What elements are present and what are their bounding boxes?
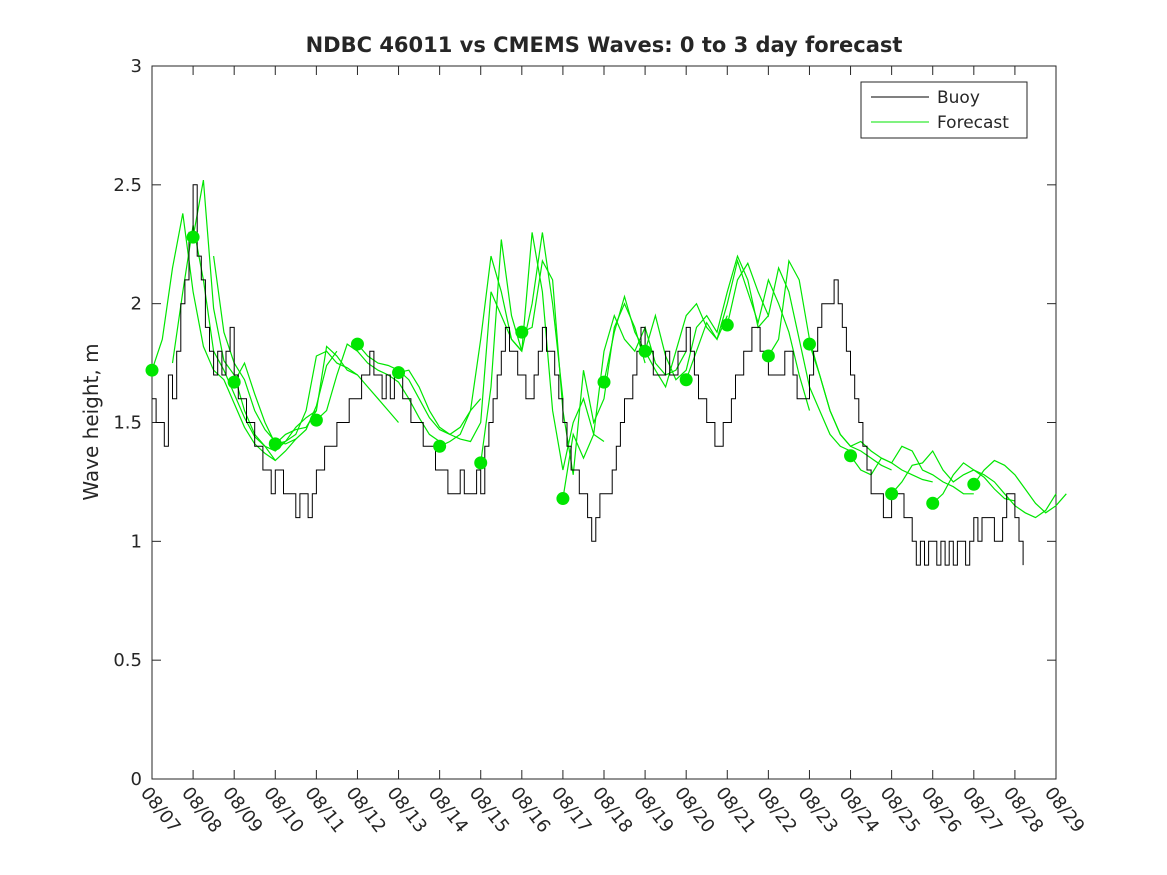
buoy-line — [152, 184, 1024, 566]
forecast-line-20 — [891, 449, 1016, 502]
forecast-markers — [145, 230, 981, 510]
forecast-line-5 — [274, 345, 399, 445]
forecast-line-8 — [398, 291, 523, 443]
y-tick-label: 1 — [131, 531, 142, 552]
forecast-line-10 — [480, 232, 605, 471]
forecast-marker-8 — [474, 456, 488, 470]
y-tick-label: 1.5 — [113, 413, 142, 434]
forecast-marker-10 — [556, 492, 570, 506]
y-tick-label: 2 — [131, 294, 142, 315]
forecast-marker-16 — [802, 337, 816, 351]
forecast-marker-20 — [967, 477, 981, 491]
forecast-line-13 — [603, 294, 728, 389]
forecast-marker-13 — [679, 373, 693, 387]
forecast-marker-3 — [268, 437, 282, 451]
legend: Buoy Forecast — [860, 81, 1028, 139]
forecast-marker-0 — [145, 363, 159, 377]
forecast-line-4 — [233, 350, 358, 445]
forecast-marker-5 — [350, 337, 364, 351]
y-tick-label: 2.5 — [113, 175, 142, 196]
plot-area — [151, 65, 1057, 780]
forecast-marker-7 — [433, 439, 447, 453]
forecast-marker-12 — [638, 344, 652, 358]
forecast-marker-14 — [720, 318, 734, 332]
forecast-line-21 — [932, 462, 1057, 519]
forecast-marker-11 — [597, 375, 611, 389]
legend-buoy-label: Buoy — [937, 88, 980, 108]
chart-title: NDBC 46011 vs CMEMS Waves: 0 to 3 day fo… — [306, 33, 903, 57]
legend-box — [860, 81, 1028, 139]
y-tick-label: 0.5 — [113, 650, 142, 671]
forecast-line-9 — [439, 232, 564, 447]
forecast-marker-4 — [309, 413, 323, 427]
forecast-marker-6 — [392, 366, 406, 380]
legend-forecast-label: Forecast — [937, 113, 1009, 133]
forecast-line-16 — [726, 261, 851, 452]
forecast-line-11 — [521, 259, 646, 475]
forecast-marker-18 — [885, 487, 899, 501]
forecast-marker-19 — [926, 496, 940, 510]
forecast-line-18 — [808, 343, 933, 483]
forecast-line-7 — [357, 343, 482, 436]
forecast-marker-1 — [186, 230, 200, 244]
forecast-marker-2 — [227, 375, 241, 389]
forecast-line-22 — [973, 459, 1067, 514]
y-axis-label: Wave height, m — [79, 343, 103, 500]
forecast-line-6 — [315, 343, 440, 442]
forecast-marker-9 — [515, 325, 529, 339]
forecast-marker-17 — [844, 449, 858, 463]
y-tick-label: 0 — [131, 769, 142, 790]
y-tick-label: 3 — [131, 56, 142, 77]
series-group — [151, 179, 1067, 566]
forecast-line-15 — [685, 258, 811, 411]
forecast-marker-15 — [761, 349, 775, 363]
